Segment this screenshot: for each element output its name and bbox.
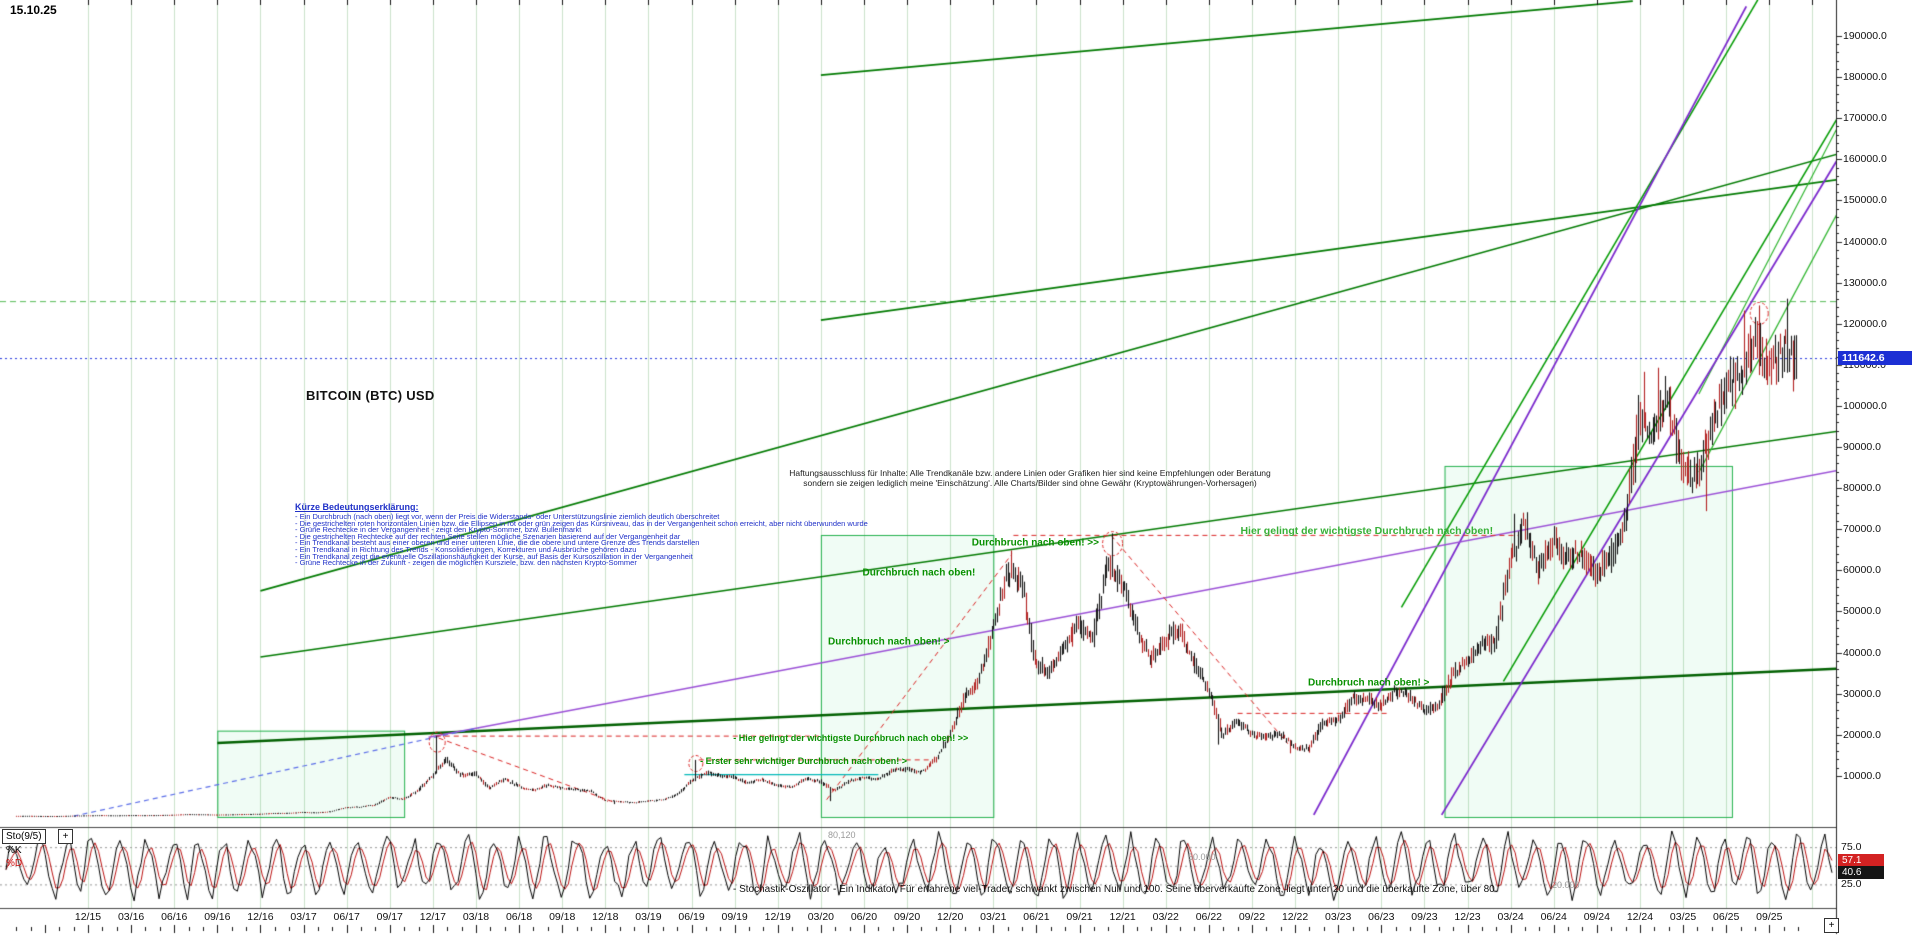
price-axis-label: 160000.0 xyxy=(1843,153,1887,166)
x-axis-label: 03/17 xyxy=(290,911,317,923)
x-axis-label: 09/21 xyxy=(1066,911,1093,923)
x-axis-label: 09/25 xyxy=(1756,911,1783,923)
price-axis-label: 10000.0 xyxy=(1843,769,1881,782)
breakout-annotation: Hier gelingt der wichtigste Durchbruch n… xyxy=(1240,525,1494,538)
legend-note-line: - Grüne Rechtecke in der Vergangenheit -… xyxy=(295,525,582,535)
breakout-annotation: - Hier gelingt der wichtigste Durchbruch… xyxy=(733,733,969,744)
x-axis-label: 06/20 xyxy=(850,911,878,923)
disclaimer-line-2: sondern sie zeigen lediglich meine 'Eins… xyxy=(803,478,1257,488)
price-axis-label: 90000.0 xyxy=(1843,441,1881,454)
osc-scale-upper: 75.0 xyxy=(1841,841,1862,853)
x-axis-label: 06/16 xyxy=(161,911,188,923)
price-axis-label: 170000.0 xyxy=(1843,112,1887,125)
x-axis-label: 03/20 xyxy=(807,911,834,923)
breakout-annotation: Durchbruch nach oben! >> xyxy=(971,537,1099,549)
osc-scale-lower: 25.0 xyxy=(1841,878,1862,890)
x-axis-label: 12/21 xyxy=(1109,911,1136,923)
x-axis-label: 12/17 xyxy=(419,911,447,923)
x-axis-label: 09/19 xyxy=(721,911,748,923)
disclaimer-line-1: Haftungsausschluss für Inhalte: Alle Tre… xyxy=(789,468,1271,478)
osc-zone-label: 50.000 xyxy=(1188,852,1216,862)
price-axis-label: 80000.0 xyxy=(1843,482,1881,495)
x-axis-label: 12/15 xyxy=(74,911,102,923)
price-axis-label: 20000.0 xyxy=(1843,728,1881,741)
zoom-in-button[interactable]: + xyxy=(1824,918,1839,933)
x-axis-label: 12/20 xyxy=(937,911,964,923)
x-axis-label: 06/17 xyxy=(333,911,360,923)
x-axis-label: 03/16 xyxy=(117,911,145,923)
price-axis-label: 120000.0 xyxy=(1843,317,1887,330)
x-axis-label: 03/19 xyxy=(635,911,662,923)
x-axis-label: 12/22 xyxy=(1281,911,1309,923)
x-axis-label: 06/18 xyxy=(505,911,533,923)
x-axis-label: 09/17 xyxy=(376,911,403,923)
x-axis-label: 12/23 xyxy=(1454,911,1481,923)
stochastic-k-label: %K xyxy=(6,845,22,856)
breakout-annotation: - Erster sehr wichtiger Durchbruch nach … xyxy=(700,756,907,767)
x-axis-label: 12/18 xyxy=(592,911,619,923)
x-axis-label: 09/24 xyxy=(1583,911,1610,923)
x-axis-label: 06/21 xyxy=(1023,911,1050,923)
x-axis-label: 03/24 xyxy=(1497,911,1524,923)
x-axis-label: 03/21 xyxy=(980,911,1007,923)
x-axis-label: 03/22 xyxy=(1152,911,1179,923)
stochastic-k-value-badge: 40.6 xyxy=(1838,866,1884,879)
price-axis-label: 140000.0 xyxy=(1843,235,1887,248)
legend-note-line: - Die gestrichelten Rechtecke auf der re… xyxy=(295,531,681,541)
price-axis-label: 60000.0 xyxy=(1843,564,1881,577)
x-axis-label: 12/16 xyxy=(247,911,274,923)
legend-note: Kürze Bedeutungserklärung: - Ein Durchbr… xyxy=(295,502,955,567)
price-axis-label: 50000.0 xyxy=(1843,605,1881,618)
price-axis-label: 180000.0 xyxy=(1843,71,1887,84)
price-axis-label: 190000.0 xyxy=(1843,30,1887,42)
legend-note-line: - Ein Durchbruch (nach oben) liegt vor, … xyxy=(295,512,720,521)
price-axis-label: 150000.0 xyxy=(1843,194,1887,207)
osc-zone-label: 80,120 xyxy=(828,830,856,840)
osc-zone-label: 20.000 xyxy=(1552,880,1580,890)
x-axis-label: 06/23 xyxy=(1368,911,1395,923)
x-axis-label: 09/18 xyxy=(549,911,576,923)
legend-note-line: - Ein Trendkanal besteht aus einer obere… xyxy=(295,538,700,548)
indicator-label[interactable]: Sto(9/5) xyxy=(2,829,46,844)
stochastic-d-value-badge: 57.1 xyxy=(1838,854,1884,867)
x-axis-label: 03/23 xyxy=(1325,911,1352,923)
price-axis-label: 130000.0 xyxy=(1843,276,1887,289)
x-axis-label: 06/24 xyxy=(1540,911,1567,923)
breakout-annotation: Durchbruch nach oben! > xyxy=(1308,677,1430,689)
x-axis-label: 06/19 xyxy=(678,911,705,923)
x-axis-label: 12/24 xyxy=(1626,911,1654,923)
legend-note-title: Kürze Bedeutungserklärung: xyxy=(295,502,419,512)
price-axis-label: 70000.0 xyxy=(1843,523,1881,536)
indicator-add-button[interactable]: + xyxy=(58,829,73,844)
disclaimer-text: Haftungsausschluss für Inhalte: Alle Tre… xyxy=(740,468,1320,488)
legend-note-line: - Ein Trendkanal in Richtung des Trends … xyxy=(295,544,637,554)
x-axis-label: 09/22 xyxy=(1238,911,1266,923)
x-axis-label: 06/25 xyxy=(1713,911,1740,923)
x-axis-label: 09/23 xyxy=(1411,911,1438,923)
x-axis-label: 09/16 xyxy=(204,911,231,923)
legend-note-line: - Ein Trendkanal zeigt die eventuelle Os… xyxy=(295,551,693,561)
breakout-annotation: Durchbruch nach oben! > xyxy=(828,636,950,648)
x-axis-label: 06/22 xyxy=(1195,911,1222,923)
x-axis-label: 09/20 xyxy=(893,911,921,923)
price-axis-label: 100000.0 xyxy=(1843,399,1887,412)
x-axis-label: 12/19 xyxy=(764,911,791,923)
x-axis-label: 03/25 xyxy=(1669,911,1697,923)
legend-note-line: - Grüne Rechtecke in der Zukunft - zeige… xyxy=(295,558,637,568)
oscillator-description: - Stochastik-Oszillator - Ein Indikator,… xyxy=(733,884,1498,895)
current-price-badge: 111642.6 xyxy=(1838,351,1912,365)
stochastic-d-label: %D xyxy=(6,858,23,869)
price-axis-label: 30000.0 xyxy=(1843,687,1881,700)
x-axis-label: 03/18 xyxy=(462,911,490,923)
symbol-title: BITCOIN (BTC) USD xyxy=(306,388,435,403)
legend-note-line: - Die gestrichelten roten horizontalen L… xyxy=(295,518,868,528)
breakout-annotation: Durchbruch nach oben! xyxy=(862,567,976,579)
price-axis-label: 40000.0 xyxy=(1843,646,1881,659)
date-label: 15.10.25 xyxy=(10,3,57,17)
